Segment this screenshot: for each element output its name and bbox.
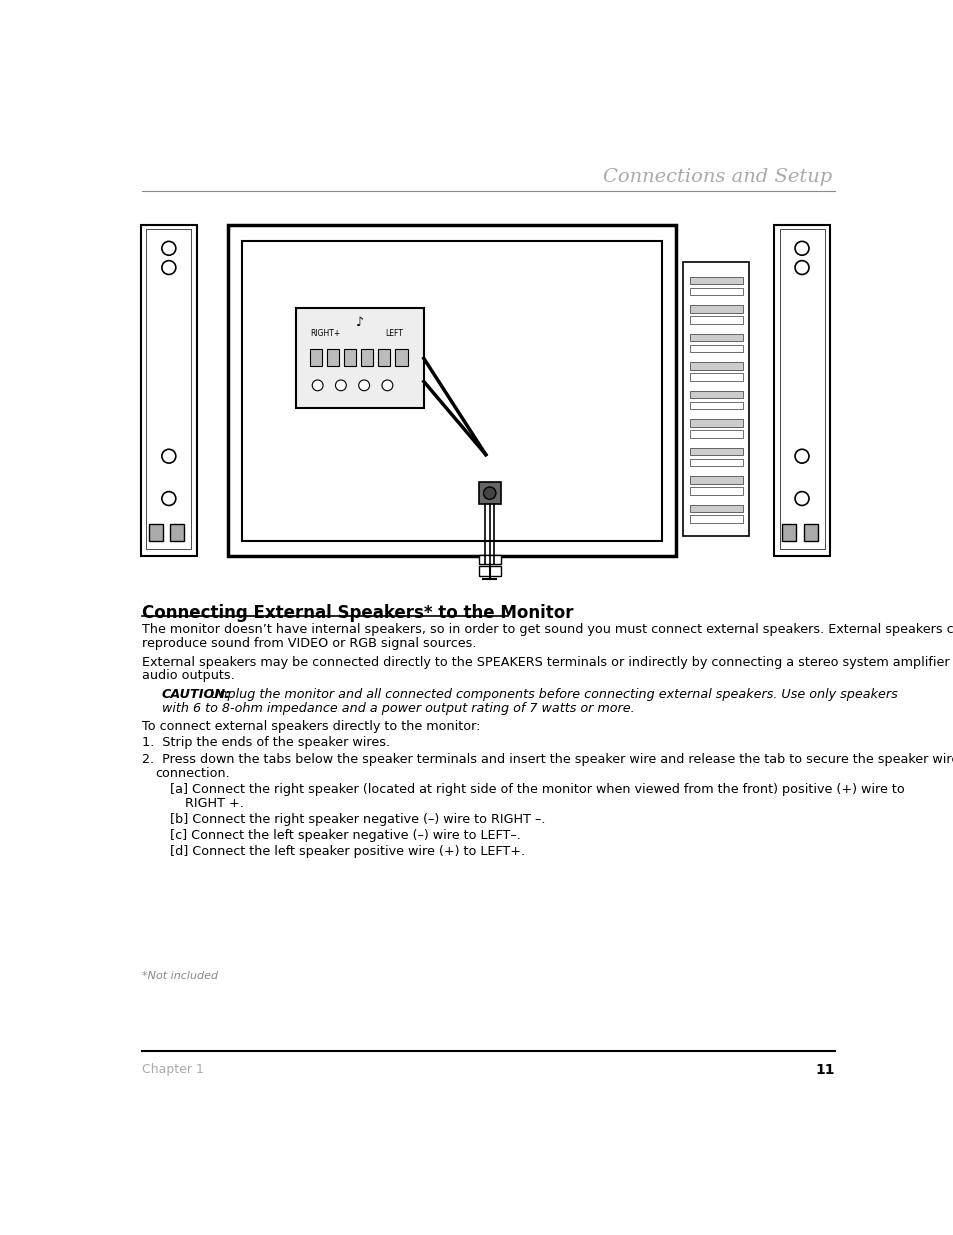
Text: External speakers may be connected directly to the SPEAKERS terminals or indirec: External speakers may be connected direc…: [142, 656, 953, 668]
Circle shape: [794, 450, 808, 463]
Text: [a] Connect the right speaker (located at right side of the monitor when viewed : [a] Connect the right speaker (located a…: [170, 783, 903, 795]
Bar: [689, 458, 742, 466]
Bar: [689, 316, 742, 324]
Bar: [781, 524, 795, 541]
Circle shape: [162, 241, 175, 256]
Bar: [689, 487, 742, 495]
Bar: [689, 305, 742, 312]
Bar: [478, 555, 500, 564]
Text: 2.  Press down the tabs below the speaker terminals and insert the speaker wire : 2. Press down the tabs below the speaker…: [142, 752, 953, 766]
Circle shape: [162, 492, 175, 505]
Bar: [228, 225, 675, 556]
Bar: [146, 228, 192, 548]
Bar: [779, 228, 823, 548]
Text: The monitor doesn’t have internal speakers, so in order to get sound you must co: The monitor doesn’t have internal speake…: [142, 624, 953, 636]
Text: [c] Connect the left speaker negative (–) wire to LEFT–.: [c] Connect the left speaker negative (–…: [170, 829, 520, 842]
Bar: [241, 241, 661, 541]
Text: LEFT: LEFT: [385, 329, 403, 337]
Text: reproduce sound from VIDEO or RGB signal sources.: reproduce sound from VIDEO or RGB signal…: [142, 637, 476, 650]
Circle shape: [312, 380, 323, 390]
Bar: [689, 333, 742, 341]
Bar: [360, 350, 373, 366]
Bar: [689, 419, 742, 427]
Text: To connect external speakers directly to the monitor:: To connect external speakers directly to…: [142, 720, 480, 734]
Bar: [682, 262, 748, 536]
Bar: [802, 524, 817, 541]
Text: [d] Connect the left speaker positive wire (+) to LEFT+.: [d] Connect the left speaker positive wi…: [170, 845, 524, 858]
Bar: [395, 350, 407, 366]
Bar: [689, 430, 742, 437]
Text: 11: 11: [815, 1063, 835, 1077]
Text: Connections and Setup: Connections and Setup: [602, 168, 831, 186]
Text: *Not included: *Not included: [142, 971, 218, 981]
Circle shape: [162, 261, 175, 274]
Bar: [377, 350, 390, 366]
Bar: [689, 288, 742, 295]
Bar: [773, 225, 829, 556]
Bar: [689, 277, 742, 284]
Circle shape: [381, 380, 393, 390]
Circle shape: [794, 261, 808, 274]
Bar: [299, 312, 427, 412]
Text: with 6 to 8-ohm impedance and a power output rating of 7 watts or more.: with 6 to 8-ohm impedance and a power ou…: [162, 701, 634, 715]
Bar: [689, 345, 742, 352]
Bar: [689, 401, 742, 409]
Bar: [171, 524, 184, 541]
Circle shape: [794, 492, 808, 505]
Text: Connecting External Speakers* to the Monitor: Connecting External Speakers* to the Mon…: [142, 604, 574, 622]
Text: connection.: connection.: [154, 767, 230, 779]
Bar: [344, 350, 356, 366]
Bar: [478, 483, 500, 504]
Circle shape: [483, 487, 496, 499]
Text: Chapter 1: Chapter 1: [142, 1063, 204, 1076]
Bar: [295, 309, 423, 409]
Circle shape: [335, 380, 346, 390]
Bar: [689, 448, 742, 456]
Bar: [689, 373, 742, 380]
Text: audio outputs.: audio outputs.: [142, 669, 235, 683]
Bar: [149, 524, 162, 541]
Circle shape: [358, 380, 369, 390]
Bar: [141, 225, 196, 556]
Text: RIGHT +.: RIGHT +.: [185, 797, 244, 809]
Circle shape: [794, 241, 808, 256]
Bar: [310, 350, 322, 366]
Bar: [327, 350, 339, 366]
Text: CAUTION:: CAUTION:: [162, 688, 231, 701]
Bar: [689, 362, 742, 370]
Text: ♪: ♪: [355, 316, 363, 329]
Text: [b] Connect the right speaker negative (–) wire to RIGHT –.: [b] Connect the right speaker negative (…: [170, 813, 544, 826]
Bar: [689, 505, 742, 513]
Text: 1.  Strip the ends of the speaker wires.: 1. Strip the ends of the speaker wires.: [142, 736, 390, 750]
Text: RIGHT+: RIGHT+: [310, 329, 340, 337]
Text: Unplug the monitor and all connected components before connecting external speak: Unplug the monitor and all connected com…: [206, 688, 897, 701]
Bar: [689, 515, 742, 524]
Bar: [689, 390, 742, 399]
Circle shape: [162, 450, 175, 463]
Bar: [689, 477, 742, 484]
Bar: [478, 567, 500, 576]
